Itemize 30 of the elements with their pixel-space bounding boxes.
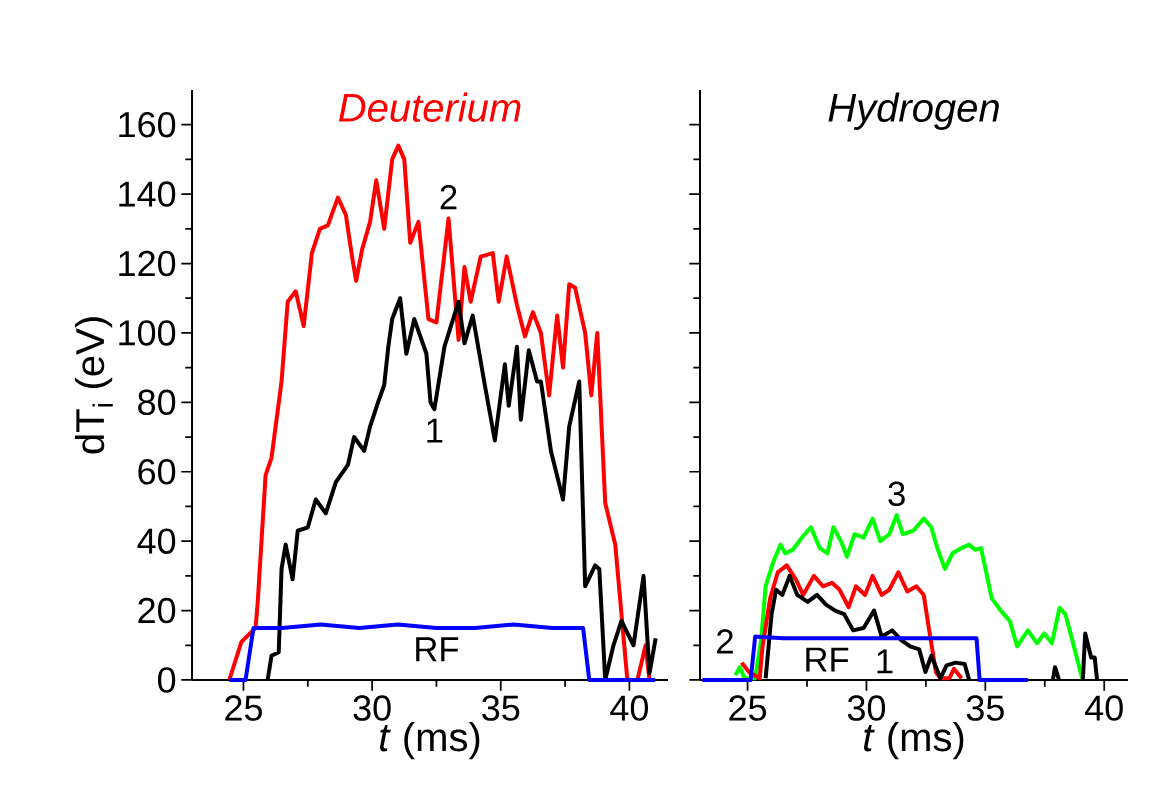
x-axis-title: t (ms)	[864, 722, 964, 760]
x-tick-label: 30	[353, 695, 391, 721]
x-tick-label: 40	[610, 695, 649, 721]
series-label: 3	[888, 481, 905, 507]
chart-title: Deuterium	[338, 92, 521, 122]
series-label: 1	[427, 418, 443, 443]
y-tick-label: 100	[119, 320, 176, 346]
y-tick-label: 120	[119, 250, 176, 277]
x-tick-label: 40	[1085, 695, 1123, 721]
line-series	[227, 143, 652, 682]
y-tick-label: 160	[119, 111, 176, 138]
x-tick-label: 35	[966, 695, 1004, 721]
series-label: RF	[416, 637, 459, 662]
x-tick-label: 35	[482, 695, 520, 721]
chart-title: Hydrogen	[828, 92, 999, 130]
y-axis-title: dT$_{i}$ (eV)	[74, 317, 113, 454]
x-tick-label: 25	[225, 695, 262, 721]
series-label: RF	[806, 647, 849, 672]
series-label: 2	[717, 629, 733, 654]
x-axis-title: t (ms)	[380, 722, 480, 760]
y-tick-label: 80	[138, 389, 176, 416]
y-tick-label: 40	[137, 528, 176, 554]
y-tick-label: 0	[158, 667, 176, 693]
y-tick-label: 20	[138, 597, 176, 624]
x-tick-label: 25	[729, 695, 767, 721]
y-tick-label: 140	[119, 181, 176, 207]
y-tick-label: 60	[138, 459, 176, 485]
x-tick-label: 30	[847, 695, 886, 721]
series-label: 1	[877, 649, 893, 674]
series-label: 2	[440, 184, 457, 210]
